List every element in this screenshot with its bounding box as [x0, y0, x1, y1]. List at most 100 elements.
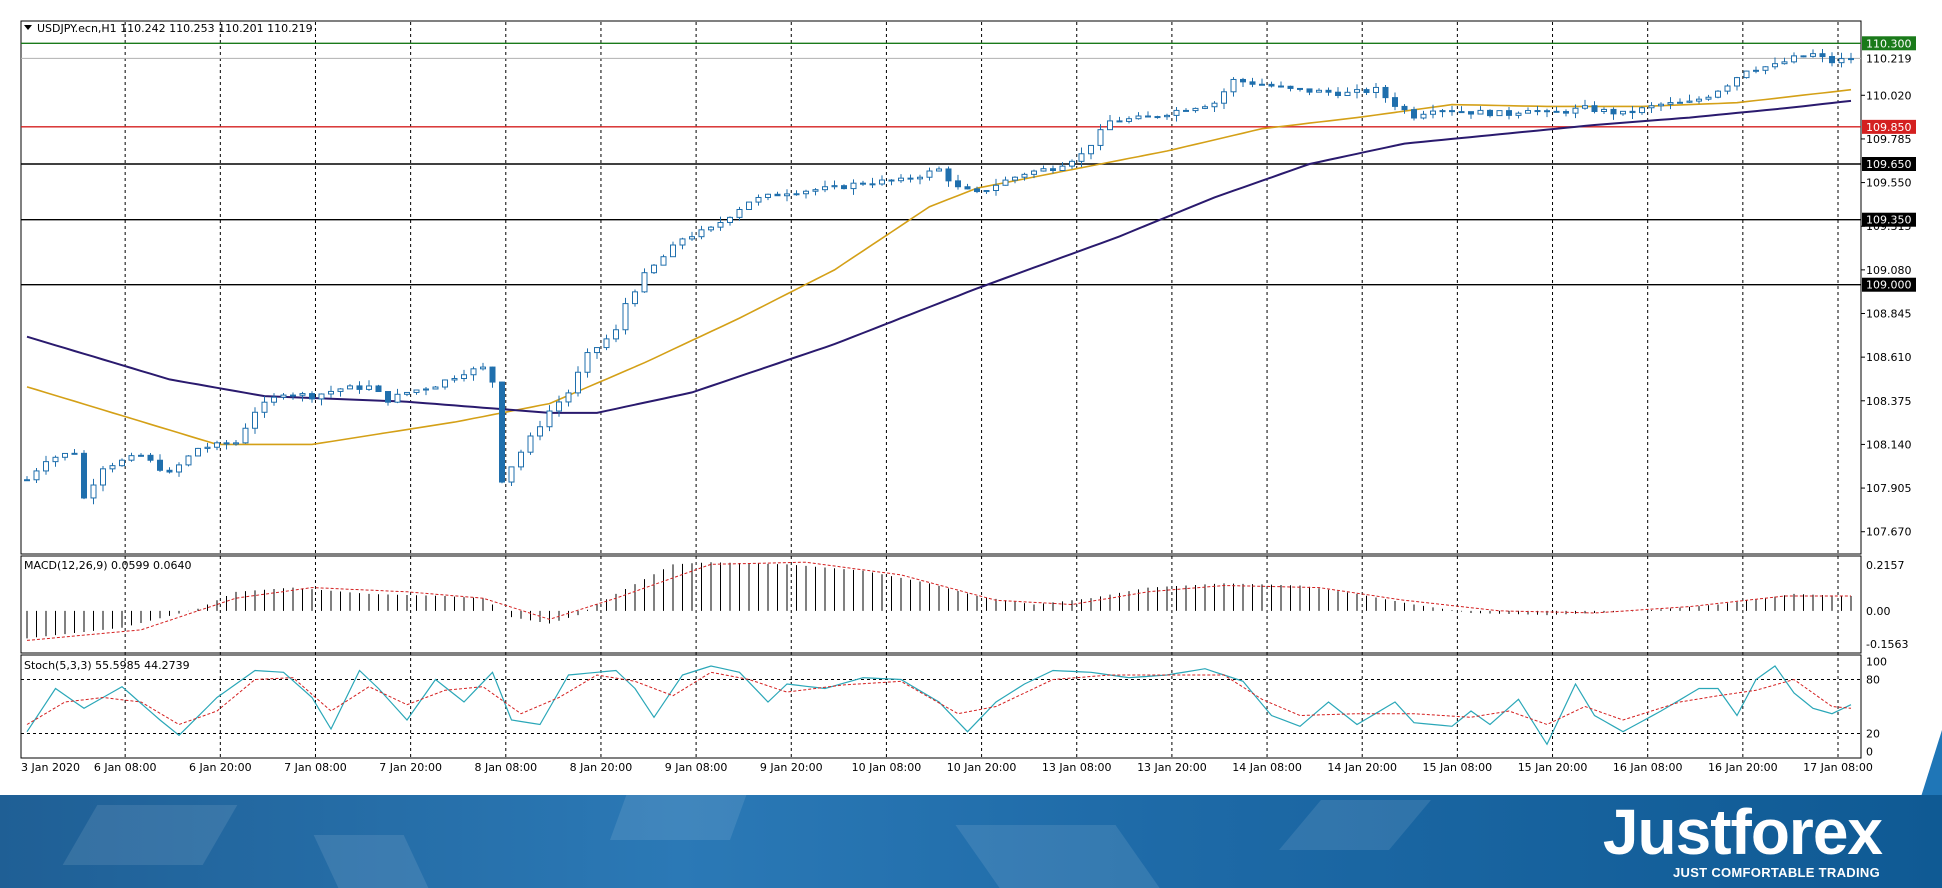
candle-body — [964, 186, 971, 190]
level-label: 109.000 — [1866, 279, 1912, 292]
candle-body — [176, 464, 182, 473]
candle-body — [1392, 97, 1398, 107]
candle-body — [1781, 61, 1788, 65]
candle-body — [1335, 91, 1341, 97]
price-tick-label: 108.610 — [1866, 351, 1912, 364]
candle-body — [603, 338, 610, 349]
candle-body — [1572, 107, 1579, 114]
candle-body — [1553, 110, 1560, 113]
candle-body — [166, 469, 173, 473]
candle-body — [470, 368, 477, 376]
time-tick-label: 16 Jan 08:00 — [1613, 761, 1683, 774]
candle-body — [43, 461, 49, 472]
candle-body — [1116, 120, 1123, 123]
candle-body — [385, 391, 391, 403]
candle-body — [1382, 86, 1389, 99]
candle-body — [793, 193, 800, 196]
candle-body — [1696, 98, 1702, 102]
candle-body — [1468, 111, 1474, 115]
candle-body — [109, 465, 116, 470]
candle-body — [1544, 110, 1550, 113]
candle-body — [442, 379, 448, 388]
candle-body — [1325, 89, 1332, 93]
brand-logo: Justforex — [1602, 796, 1883, 868]
stoch-label: Stoch(5,3,3) 55.5985 44.2739 — [24, 659, 190, 672]
time-tick-label: 9 Jan 20:00 — [760, 761, 823, 774]
candle-body — [898, 177, 904, 182]
candle-body — [1192, 107, 1199, 112]
candle-body — [489, 366, 496, 383]
price-tick-label: 110.020 — [1866, 89, 1912, 102]
candle-body — [1563, 111, 1569, 114]
candle-body — [290, 394, 296, 397]
candle-body — [147, 454, 154, 461]
candle-body — [299, 393, 306, 396]
candle-body — [81, 452, 87, 499]
time-tick-label: 3 Jan 2020 — [21, 761, 80, 774]
candle-body — [1515, 112, 1522, 116]
candle-body — [1107, 120, 1113, 131]
price-tick-label: 109.550 — [1866, 177, 1912, 190]
candle-body — [394, 393, 401, 403]
macd-indicator: 0.2157 0.00 -0.1563 — [26, 559, 1908, 651]
candle-body — [432, 386, 439, 390]
time-tick-label: 10 Jan 08:00 — [852, 761, 922, 774]
candle-body — [1012, 176, 1018, 181]
candle-body — [1848, 58, 1854, 61]
candle-body — [1487, 109, 1493, 117]
candle-body — [1401, 105, 1408, 111]
macd-pane — [20, 555, 1862, 654]
candle-body — [214, 442, 220, 448]
level-label-bg — [1862, 157, 1916, 171]
candle-body — [1173, 109, 1180, 116]
candle-body — [1221, 91, 1227, 104]
level-label-bg — [1862, 119, 1916, 134]
candle-body — [1154, 116, 1161, 119]
time-tick-label: 6 Jan 08:00 — [94, 761, 157, 774]
candle-body — [1667, 102, 1674, 105]
time-tick-label: 8 Jan 20:00 — [570, 761, 633, 774]
candle-body — [1002, 179, 1009, 186]
time-tick-label: 14 Jan 20:00 — [1327, 761, 1397, 774]
candle-body — [632, 291, 638, 305]
candle-body — [1525, 110, 1531, 114]
symbol-header: USDJPY.ecn,H1 110.242 110.253 110.201 11… — [37, 22, 313, 35]
candle-body — [508, 466, 515, 483]
macd-label: MACD(12,26,9) 0.0599 0.0640 — [24, 559, 192, 572]
candle-body — [1715, 90, 1721, 98]
candle-body — [138, 454, 144, 457]
candle-body — [1097, 129, 1104, 146]
candle-body — [1297, 87, 1303, 90]
stoch-tick-label: 0 — [1866, 746, 1873, 759]
candle-body — [1259, 83, 1265, 86]
candle-body — [1449, 110, 1455, 113]
candle-body — [955, 180, 961, 188]
candle-body — [974, 188, 980, 193]
candle-body — [1772, 63, 1778, 68]
symbol-dropdown-icon[interactable] — [24, 25, 32, 30]
candle-body — [755, 196, 762, 203]
candle-body — [584, 352, 591, 373]
time-tick-label: 7 Jan 08:00 — [284, 761, 347, 774]
candle-body — [1363, 89, 1370, 93]
candles — [24, 49, 1854, 505]
price-pane — [20, 20, 1862, 555]
candle-body — [100, 468, 106, 486]
candle-body — [280, 394, 287, 398]
time-tick-label: 10 Jan 20:00 — [947, 761, 1017, 774]
candle-body — [822, 186, 828, 191]
candle-body — [594, 347, 600, 354]
level-labels: 110.300 109.850 109.650 109.350 109.000 110.2… — [1862, 36, 1916, 292]
candle-body — [765, 193, 771, 198]
candle-body — [499, 381, 505, 483]
stoch-signal-line — [26, 671, 1852, 726]
candle-body — [461, 374, 467, 380]
macd-tick-label: 0.2157 — [1866, 559, 1905, 572]
candle-body — [1458, 111, 1465, 114]
candle-body — [1088, 144, 1094, 155]
level-label-bg — [1862, 36, 1916, 51]
macd-signal-line — [26, 561, 1851, 641]
candle-body — [689, 236, 695, 240]
candle-body — [1658, 103, 1664, 107]
candle-body — [52, 456, 59, 463]
